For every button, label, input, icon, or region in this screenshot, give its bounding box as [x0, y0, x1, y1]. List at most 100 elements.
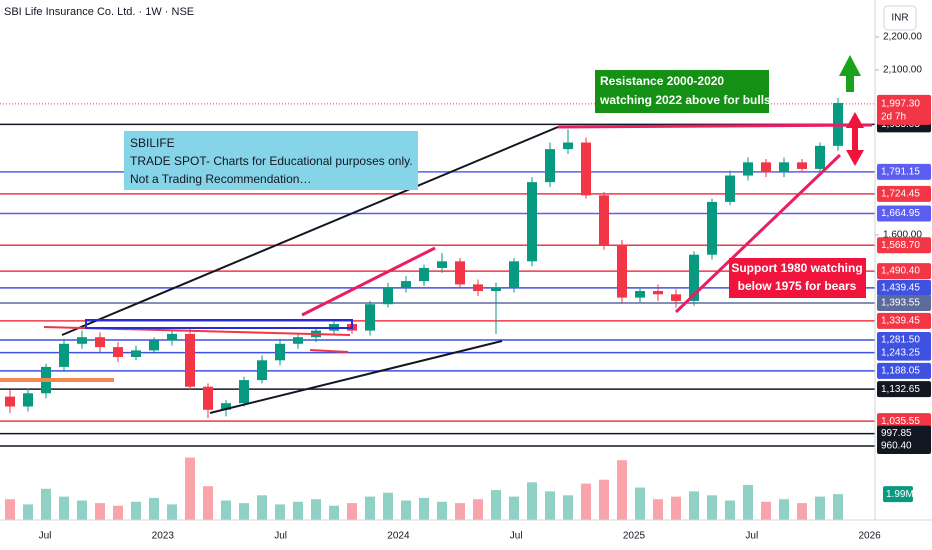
volume-bar	[275, 504, 285, 520]
level-label-box	[877, 332, 931, 349]
up-arrow	[839, 55, 861, 92]
level-label-box	[877, 312, 931, 329]
level-label-box	[877, 295, 931, 312]
candle-body	[239, 380, 249, 404]
level-label-box	[877, 362, 931, 379]
volume-bar	[203, 486, 213, 520]
volume-bar	[599, 479, 609, 520]
volume-bar	[635, 487, 645, 520]
countdown: 2d 7h	[881, 111, 906, 122]
candle-body	[275, 343, 285, 361]
volume-bar	[23, 504, 33, 520]
volume-bar	[671, 496, 681, 520]
note-text: SBILIFE	[130, 136, 175, 150]
volume-label: 1.99M	[886, 489, 914, 500]
resistance-box	[595, 70, 769, 113]
volume-bar	[563, 495, 573, 520]
candle-body	[671, 294, 681, 301]
volume-bar	[149, 497, 159, 520]
y-tick-label: 2,100.00	[883, 65, 922, 76]
last-price-label: 1,997.30	[881, 98, 920, 109]
level-label-box	[877, 413, 931, 430]
volume-bar	[761, 501, 771, 520]
candle-body	[149, 340, 159, 351]
level-label-box	[877, 437, 931, 454]
candle-body	[815, 145, 825, 169]
volume-bar	[725, 500, 735, 520]
y-tick-label: 1,600.00	[883, 230, 922, 241]
volume-bar	[77, 500, 87, 520]
currency-button[interactable]	[883, 5, 917, 31]
axes: 2,200.002,100.001,600.001,935.051,791.15…	[39, 32, 931, 542]
note-text: Not a Trading Recommendation…	[130, 172, 311, 186]
volume	[5, 457, 843, 520]
trendline	[301, 246, 436, 317]
trendline	[557, 123, 873, 129]
x-tick-label: 2026	[858, 531, 881, 542]
volume-bar	[167, 504, 177, 520]
note-text: TRADE SPOT- Charts for Educational purpo…	[130, 154, 413, 168]
resistance-text: watching 2022 above for bulls	[599, 93, 771, 107]
candle-body	[401, 281, 411, 288]
level-label: 1,393.55	[881, 298, 920, 309]
level-label-box	[877, 381, 931, 398]
volume-bar	[311, 499, 321, 520]
candle-body	[257, 360, 267, 381]
level-label-box	[877, 425, 931, 442]
volume-bar	[257, 495, 267, 520]
level-label: 960.40	[881, 441, 912, 452]
level-label-box	[877, 279, 931, 296]
currency[interactable]: INR	[891, 13, 908, 24]
candle-body	[563, 142, 573, 150]
candle-body	[761, 162, 771, 173]
volume-bar	[293, 501, 303, 520]
trendline	[209, 340, 503, 414]
volume-bar	[239, 503, 249, 520]
volume-bar	[545, 491, 555, 520]
level-label: 1,281.50	[881, 335, 920, 346]
level-label: 1,791.15	[881, 166, 920, 177]
volume-bar	[617, 460, 627, 520]
x-tick-label: Jul	[39, 531, 52, 542]
candle-body	[77, 337, 87, 344]
level-label: 1,439.45	[881, 283, 920, 294]
volume-bar	[419, 497, 429, 520]
volume-bar	[833, 494, 843, 520]
candle-body	[635, 291, 645, 298]
level-label: 1,243.25	[881, 347, 920, 358]
volume-bar	[131, 501, 141, 520]
level-label: 1,490.40	[881, 266, 920, 277]
volume-bar	[365, 496, 375, 520]
down-arrow	[846, 112, 864, 166]
zone-box	[85, 319, 353, 329]
level-label: 1,339.45	[881, 316, 920, 327]
candle-body	[797, 162, 807, 169]
candle-body	[527, 182, 537, 262]
support-text: Support 1980 watching	[731, 261, 862, 275]
candle-body	[509, 261, 519, 288]
chart-title: SBI Life Insurance Co. Ltd. · 1W · NSE	[4, 6, 194, 18]
candle-body	[59, 343, 69, 367]
candle-body	[599, 195, 609, 245]
resistance-text: Resistance 2000-2020	[600, 74, 724, 88]
candle-body	[491, 287, 501, 292]
x-tick-label: Jul	[745, 531, 758, 542]
support-text: below 1975 for bears	[738, 279, 857, 293]
level-label: 1,724.45	[881, 189, 920, 200]
volume-bar	[41, 488, 51, 520]
last-price-box	[877, 94, 931, 125]
trendline	[309, 349, 349, 353]
level-label-box	[877, 263, 931, 280]
volume-bar	[95, 503, 105, 520]
candle-body	[419, 267, 429, 282]
candle-body	[203, 386, 213, 410]
level-label-box	[877, 205, 931, 222]
volume-bar	[221, 500, 231, 520]
candle-body	[617, 244, 627, 298]
candle-body	[743, 162, 753, 176]
volume-bar	[5, 499, 15, 520]
volume-label-box	[883, 486, 913, 503]
candle-body	[23, 393, 33, 407]
volume-bar	[113, 505, 123, 520]
